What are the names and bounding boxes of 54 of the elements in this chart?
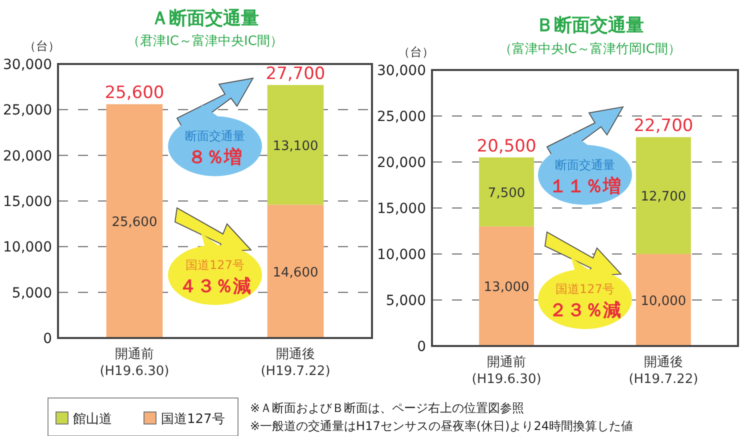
chart-subtitle: （富津中央IC～富津竹岡IC間） bbox=[499, 41, 681, 57]
data-label: 10,000 bbox=[640, 294, 686, 309]
x-tick-label: 開通前 (H19.6.30) bbox=[100, 347, 170, 379]
annotation: 断面交通量 bbox=[185, 129, 245, 144]
data-label: 13,100 bbox=[272, 138, 318, 154]
data-label: 13,000 bbox=[484, 280, 530, 296]
total-label: 20,500 bbox=[476, 136, 536, 156]
data-label: 25,600 bbox=[112, 215, 158, 230]
annotation: 国道127号 bbox=[556, 282, 614, 296]
y-tick-label: 5,000 bbox=[12, 285, 52, 302]
x-tick-label: 開通後 (H19.7.22) bbox=[628, 355, 698, 387]
annotation: ８％増 bbox=[188, 146, 242, 168]
bar bbox=[636, 137, 691, 254]
data-label: 7,500 bbox=[488, 186, 526, 201]
chart-subtitle: （君津IC～富津中央IC間） bbox=[127, 33, 283, 49]
y-tick-label: 10,000 bbox=[3, 240, 52, 256]
annotation: 国道127号 bbox=[186, 258, 244, 272]
y-tick-label: 5,000 bbox=[386, 293, 426, 309]
x-tick-label: 開通前 (H19.6.30) bbox=[472, 355, 542, 387]
y-axis-title: （台） bbox=[24, 39, 60, 53]
y-tick-label: 25,000 bbox=[3, 102, 52, 119]
total-label: 27,700 bbox=[266, 64, 326, 84]
bar bbox=[267, 85, 324, 205]
y-tick-label: 0 bbox=[417, 339, 426, 355]
y-tick-label: 15,000 bbox=[377, 201, 426, 217]
text: ※Ａ断面およびＢ断面は、ページ右上の位置図参照 bbox=[250, 401, 524, 415]
bar bbox=[267, 204, 324, 338]
x-tick-label: 開通後 (H19.7.22) bbox=[260, 347, 330, 379]
bar bbox=[636, 254, 691, 346]
annotation: １１％増 bbox=[549, 174, 621, 197]
total-label: 25,600 bbox=[104, 83, 164, 104]
chart-title: Ａ断面交通量 bbox=[151, 8, 259, 29]
y-tick-label: 30,000 bbox=[377, 63, 426, 79]
legend-label: 館山道 bbox=[73, 412, 112, 427]
y-tick-label: 30,000 bbox=[3, 57, 52, 73]
y-tick-label: 20,000 bbox=[377, 155, 426, 171]
y-tick-label: 25,000 bbox=[377, 109, 426, 125]
bar bbox=[479, 226, 534, 346]
legend-label: 国道127号 bbox=[161, 412, 225, 427]
annotation: ２３％減 bbox=[549, 300, 621, 322]
y-axis-title: （台） bbox=[398, 45, 434, 59]
bar bbox=[106, 104, 163, 338]
chart-title: Ｂ断面交通量 bbox=[536, 15, 644, 36]
y-tick-label: 20,000 bbox=[3, 148, 52, 164]
bar bbox=[479, 157, 534, 226]
annotation: ４３％減 bbox=[179, 276, 251, 297]
data-label: 12,700 bbox=[640, 190, 686, 205]
y-tick-label: 15,000 bbox=[3, 194, 52, 210]
y-tick-label: 10,000 bbox=[377, 247, 426, 263]
y-tick-label: 0 bbox=[43, 331, 52, 347]
text: ※一般道の交通量はH17センサスの昼夜率(休日)より24時間換算した値 bbox=[250, 419, 633, 433]
total-label: 22,700 bbox=[634, 116, 694, 136]
annotation: 断面交通量 bbox=[555, 158, 615, 172]
data-label: 14,600 bbox=[272, 265, 318, 280]
